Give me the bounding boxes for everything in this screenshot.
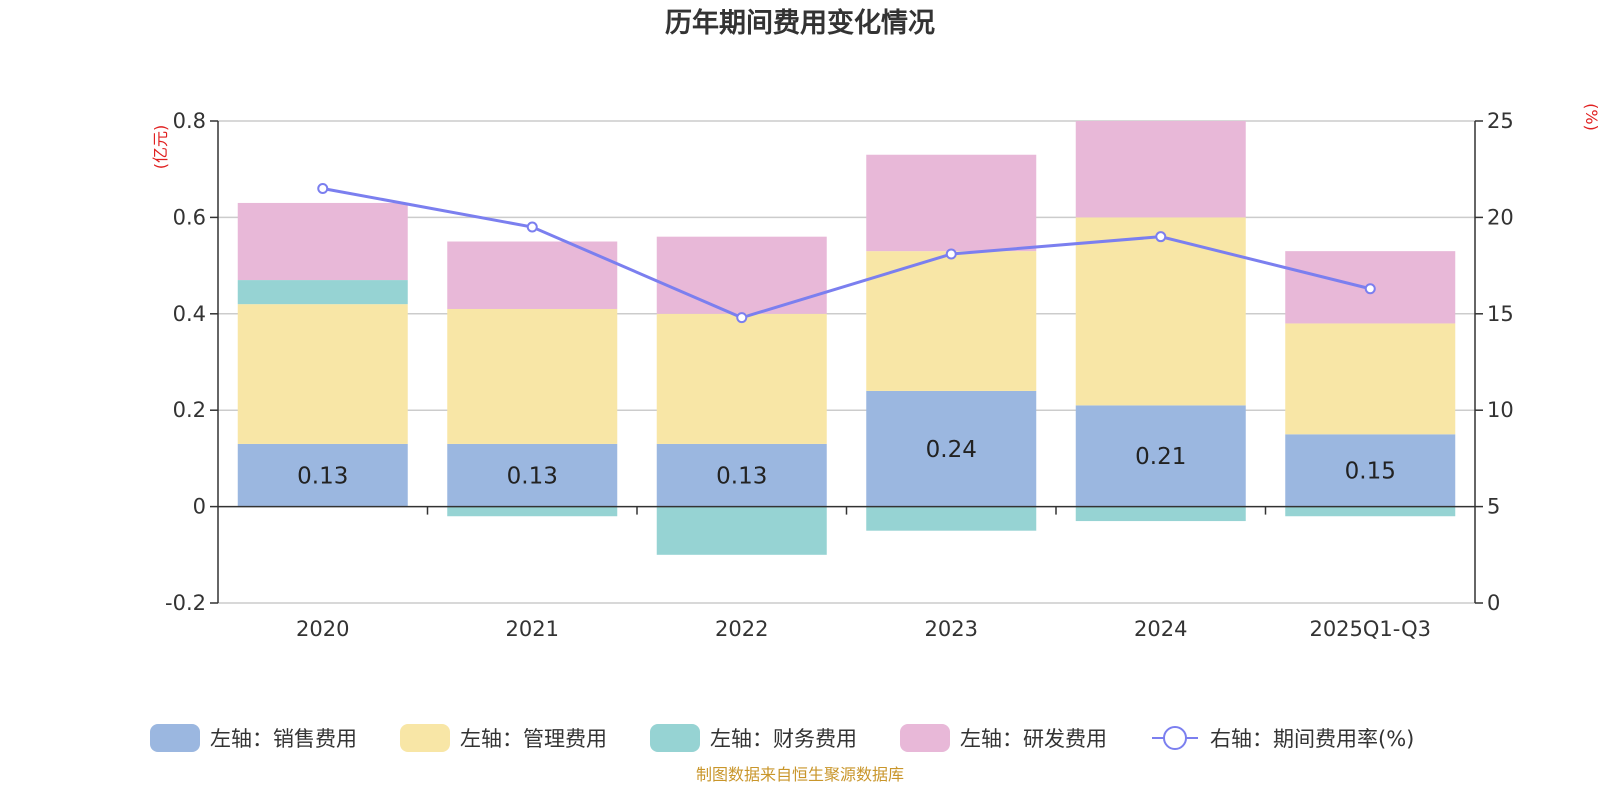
right-tick-label: 15 — [1487, 302, 1514, 326]
bar-data-label: 0.15 — [1345, 458, 1396, 484]
bar-segment — [866, 154, 1037, 252]
rate-point — [1364, 283, 1376, 295]
bar-segment — [866, 506, 1037, 531]
left-axis-unit: (亿元) — [151, 125, 170, 170]
bar-data-label: 0.24 — [926, 437, 977, 463]
bar-segment — [656, 443, 827, 507]
legend-swatch — [400, 724, 450, 752]
right-tick-label: 20 — [1487, 205, 1514, 229]
bar-segment — [1075, 405, 1246, 507]
left-tick-label: 0.8 — [173, 109, 206, 133]
bar-data-label: 0.13 — [297, 463, 348, 489]
legend-marker-icon — [1163, 726, 1187, 750]
rate-point — [1155, 231, 1167, 243]
category-label: 2022 — [715, 617, 768, 641]
bar-segment — [656, 313, 827, 444]
left-tick-label: 0.2 — [173, 398, 206, 422]
axes: -0.2 0 0.2 0.4 0.6 0.8 0 5 10 15 20 25 (亿元) (%) 2020 20… — [151, 103, 1600, 641]
bar-data-label: 0.21 — [1135, 444, 1186, 470]
rate-point — [317, 182, 329, 194]
right-tick-label: 5 — [1487, 495, 1500, 519]
left-tick-label: -0.2 — [165, 591, 206, 615]
bar-segment — [447, 506, 618, 517]
rate-line — [317, 182, 1376, 324]
category-label: 2021 — [506, 617, 559, 641]
bar-segment — [237, 202, 408, 281]
left-tick-label: 0.4 — [173, 302, 206, 326]
bar-segment — [1285, 434, 1456, 507]
bar-segment — [866, 251, 1037, 391]
legend-label: 左轴：研发费用 — [960, 727, 1107, 751]
legend-label: 右轴：期间费用率(%) — [1210, 727, 1414, 751]
bar-segment — [1075, 506, 1246, 522]
legend-swatch — [900, 724, 950, 752]
grid — [218, 120, 1475, 604]
bar-segment — [447, 443, 618, 507]
category-label: 2020 — [296, 617, 349, 641]
category-label: 2025Q1-Q3 — [1309, 617, 1431, 641]
left-tick-label: 0.6 — [173, 205, 206, 229]
right-axis-unit: (%) — [1582, 103, 1600, 131]
left-tick-label: 0 — [193, 495, 206, 519]
bar-segment — [1285, 323, 1456, 435]
legend-label: 左轴：财务费用 — [710, 727, 857, 751]
bar-data-label: 0.13 — [716, 463, 767, 489]
bar-segment — [237, 443, 408, 507]
legend-label: 左轴：销售费用 — [210, 727, 357, 751]
bar-segment — [447, 308, 618, 444]
right-tick-label: 25 — [1487, 109, 1514, 133]
legend-label: 左轴：管理费用 — [460, 727, 607, 751]
chart-title: 历年期间费用变化情况 — [665, 7, 935, 39]
category-label: 2023 — [925, 617, 978, 641]
bar-segment — [237, 280, 408, 305]
legend[interactable]: 左轴：销售费用 左轴：管理费用 左轴：财务费用 左轴：研发费用 右轴：期间费用率(%) — [150, 724, 1414, 752]
source-note: 制图数据来自恒生聚源数据库 — [696, 765, 904, 784]
data-labels: 0.13 0.13 0.13 0.24 0.21 0.15 — [297, 437, 1396, 490]
bar-segment — [237, 304, 408, 444]
bar-segment — [1075, 217, 1246, 406]
bar-segment — [656, 506, 827, 555]
rate-point — [736, 312, 748, 324]
bar-segment — [866, 390, 1037, 507]
rate-point — [526, 221, 538, 233]
category-label: 2024 — [1134, 617, 1187, 641]
bars — [237, 121, 1456, 555]
legend-swatch — [650, 724, 700, 752]
bar-data-label: 0.13 — [507, 463, 558, 489]
rate-polyline — [322, 187, 1371, 320]
rate-point — [945, 248, 957, 260]
right-tick-label: 0 — [1487, 591, 1500, 615]
bar-segment — [1075, 121, 1246, 218]
bar-segment — [656, 236, 827, 314]
legend-swatch — [150, 724, 200, 752]
bar-segment — [1285, 506, 1456, 517]
right-tick-label: 10 — [1487, 398, 1514, 422]
